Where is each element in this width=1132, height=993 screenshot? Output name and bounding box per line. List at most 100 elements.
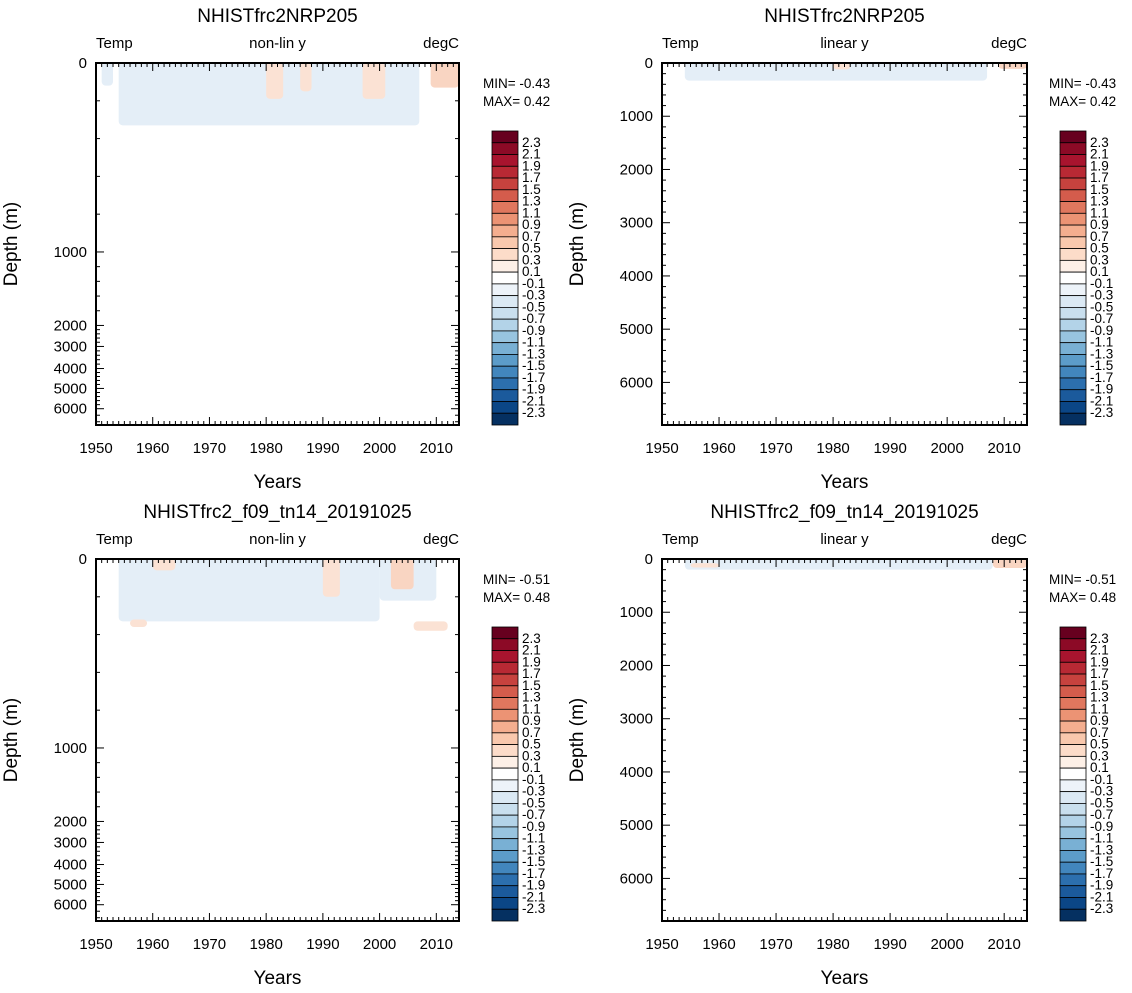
colorbar-box (1059, 389, 1087, 402)
plot-frame (661, 558, 1028, 922)
y-tick-label: 2000 (54, 813, 87, 830)
colorbar-box (1059, 732, 1087, 745)
colorbar-box (1059, 354, 1087, 367)
x-tick-label: 1950 (79, 440, 112, 457)
colorbar-label: 0.1 (1090, 760, 1109, 775)
colorbar-box (491, 377, 519, 391)
x-tick-label: 1980 (249, 936, 282, 953)
x-tick-label: 1960 (136, 936, 169, 953)
colorbar-label: 0.7 (1090, 229, 1109, 244)
field-pos-6 (413, 621, 448, 631)
colorbar-box (491, 791, 519, 804)
colorbar-label: -1.9 (1090, 382, 1113, 397)
field-pos-3 (322, 559, 340, 597)
colorbar-box (1059, 791, 1087, 804)
colorbar-box (1059, 295, 1087, 308)
colorbar-label: 0.1 (522, 760, 541, 775)
colorbar-box (491, 306, 519, 320)
y-tick-label: 5000 (620, 321, 653, 338)
colorbar-box (491, 638, 519, 651)
colorbar-box (1059, 248, 1087, 261)
colorbar-box (491, 897, 519, 910)
colorbar-label: -1.5 (1090, 854, 1113, 869)
colorbar-box (1059, 838, 1087, 851)
x-tick-label: 1970 (193, 936, 226, 953)
colorbar-box (1059, 697, 1087, 710)
field-neg-0 (684, 63, 988, 81)
chart-3: NHISTfrc2_f09_tn14_20191025 Temp linear y d… (567, 502, 1116, 989)
colorbar: 2.32.11.91.71.51.31.10.90.70.50.30.1-0.1… (1059, 626, 1113, 922)
colorbar-label: -0.7 (1090, 311, 1113, 326)
colorbar-label: -1.5 (1090, 358, 1113, 373)
colorbar-label: -0.9 (1090, 323, 1113, 338)
colorbar-label: 1.3 (522, 690, 541, 705)
colorbar-box (491, 744, 519, 757)
colorbar-label: 0.5 (522, 737, 541, 752)
chart-1: NHISTfrc2NRP205 Temp linear y degC 1950 1960 1… (567, 6, 1116, 493)
colorbar-label: 1.7 (1090, 170, 1109, 185)
colorbar-box (491, 708, 519, 722)
scale-label: linear y (820, 35, 869, 52)
colorbar-label: -2.3 (1090, 901, 1113, 916)
colorbar-label: 0.9 (522, 713, 541, 728)
colorbar-label: -1.7 (522, 866, 545, 881)
x-tick-label: 1950 (645, 936, 678, 953)
x-axis-label: Years (821, 472, 869, 493)
y-tick-label: 1000 (620, 604, 653, 621)
colorbar-label: 1.7 (522, 666, 541, 681)
colorbar: 2.32.11.91.71.51.31.10.90.70.50.30.1-0.1… (1059, 130, 1113, 426)
colorbar-label: -2.3 (522, 901, 545, 916)
anomaly-fields (101, 63, 459, 126)
colorbar-box (1059, 897, 1087, 910)
colorbar-label: -1.3 (1090, 346, 1113, 361)
x-tick-label: 2000 (363, 936, 396, 953)
y-tick-label: 2000 (620, 161, 653, 178)
y-tick-label: 6000 (620, 870, 653, 887)
colorbar-label: 0.5 (1090, 737, 1109, 752)
x-tick-label: 1950 (79, 936, 112, 953)
colorbar-box (1059, 873, 1087, 887)
field-neg-0 (118, 559, 380, 622)
colorbar-label: 0.7 (1090, 725, 1109, 740)
colorbar-box (1059, 401, 1087, 414)
colorbar-label: 2.1 (1090, 643, 1109, 658)
colorbar-box (1059, 365, 1087, 379)
colorbar-box (491, 283, 519, 297)
x-axis-label: Years (821, 968, 869, 989)
colorbar-box (491, 873, 519, 887)
colorbar-box (1059, 271, 1087, 285)
colorbar-box (1059, 330, 1087, 344)
colorbar-label: -0.3 (1090, 288, 1113, 303)
x-tick-label: 2010 (420, 440, 453, 457)
colorbar-box (1059, 201, 1087, 214)
colorbar-label: 0.9 (1090, 217, 1109, 232)
colorbar-box (491, 673, 519, 687)
units-label: degC (423, 35, 459, 52)
colorbar-label: -1.5 (522, 854, 545, 869)
colorbar-label: -2.3 (522, 405, 545, 420)
colorbar: 2.32.11.91.71.51.31.10.90.70.50.30.1-0.1… (491, 130, 545, 426)
colorbar-box (491, 354, 519, 367)
colorbar-box (491, 130, 519, 144)
colorbar-box (491, 189, 519, 202)
field-pos-4 (362, 63, 386, 99)
colorbar-box (1059, 224, 1087, 238)
colorbar-box (1059, 885, 1087, 898)
colorbar-box (491, 330, 519, 344)
colorbar-label: -0.3 (522, 784, 545, 799)
colorbar-box (491, 236, 519, 249)
colorbar-label: -0.1 (1090, 276, 1113, 291)
field-pos-5 (430, 63, 459, 88)
colorbar-label: 1.1 (522, 701, 541, 716)
anomaly-fields (684, 63, 1027, 81)
colorbar-box (491, 755, 519, 769)
colorbar-box (1059, 720, 1087, 734)
colorbar-label: 0.3 (1090, 748, 1109, 763)
colorbar-label: -0.9 (522, 323, 545, 338)
colorbar-label: 1.7 (1090, 666, 1109, 681)
chart-title: NHISTfrc2NRP205 (764, 6, 925, 27)
colorbar-label: -1.1 (1090, 335, 1113, 350)
y-axis-label: Depth (m) (1, 202, 22, 286)
colorbar-label: -0.9 (522, 819, 545, 834)
colorbar-box (1059, 130, 1087, 144)
